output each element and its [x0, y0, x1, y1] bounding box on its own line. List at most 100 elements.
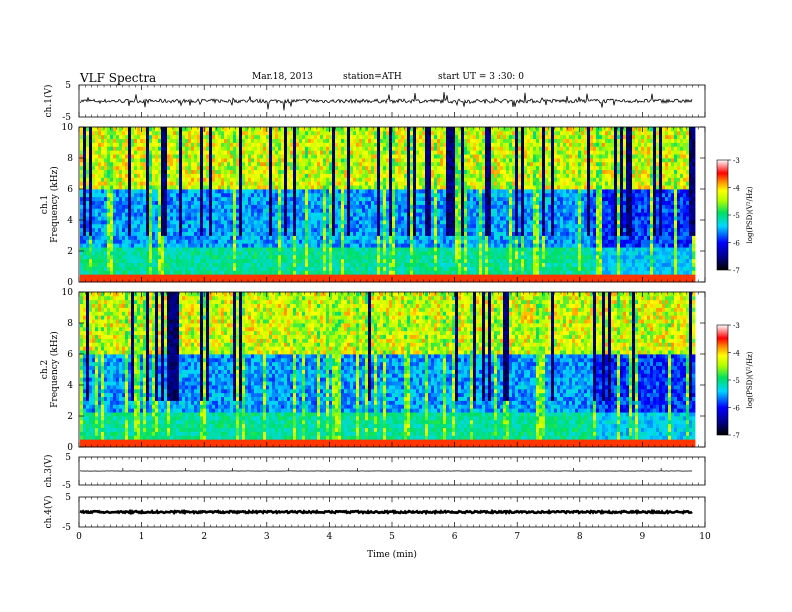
spectrogram-cell [95, 130, 99, 136]
spectrogram-cell [398, 231, 402, 236]
spectrogram-cell [95, 208, 99, 213]
spectrogram-cell [161, 262, 165, 267]
spectrogram-cell [389, 150, 393, 155]
spectrogram-cell [197, 142, 201, 147]
spectrogram-cell [83, 254, 87, 260]
spectrogram-cell [95, 258, 99, 264]
spectrogram-cell [122, 173, 126, 178]
spectrogram-cell [428, 161, 432, 167]
spectrogram-cell [92, 189, 96, 194]
spectrogram-cell [359, 192, 363, 198]
spectrogram-cell [302, 127, 306, 132]
spectrogram-cell [218, 158, 222, 163]
spectrogram-cell [134, 127, 138, 132]
spectrogram-cell [359, 227, 363, 233]
spectrogram-cell [347, 278, 351, 283]
spectrogram-cell [95, 134, 99, 140]
spectrogram-cell [341, 270, 345, 275]
spectrogram-cell [110, 247, 114, 252]
spectrogram-cell [392, 262, 396, 267]
spectrogram-cell [299, 266, 303, 271]
spectrogram-cell [260, 212, 264, 217]
spectrogram-cell [401, 158, 405, 163]
spectrogram-cell [242, 208, 246, 213]
spectrogram-cell [284, 130, 288, 136]
spectrogram-cell [257, 200, 261, 205]
spectrogram-cell [230, 216, 234, 221]
spectrogram-cell [134, 208, 138, 213]
spectrogram-cell [248, 127, 252, 132]
spectrogram-cell [224, 266, 228, 271]
spectrogram-cell [152, 142, 156, 147]
spectrogram-cell [146, 251, 150, 256]
spectrogram-cell [134, 216, 138, 221]
spectrogram-cell [377, 146, 381, 151]
spectrogram-cell [134, 278, 138, 283]
spectrogram-cell [371, 158, 375, 163]
spectrogram-cell [263, 161, 267, 167]
spectrogram-cell [191, 204, 195, 209]
spectrogram-cell [191, 185, 195, 190]
spectrogram-cell [215, 223, 219, 229]
spectrogram-cell [131, 134, 135, 140]
spectrogram-cell [332, 216, 336, 221]
spectrogram-cell [293, 142, 297, 147]
spectrogram-cell [98, 146, 102, 151]
spectrogram-cell [128, 177, 132, 182]
spectrogram-cell [149, 274, 153, 279]
spectrogram-cell [416, 189, 420, 194]
spectrogram-cell [260, 204, 264, 209]
spectrogram-cell [233, 173, 237, 178]
spectrogram-cell [365, 227, 369, 233]
spectrogram-cell [140, 177, 144, 182]
spectrogram-cell [236, 235, 240, 240]
spectrogram-cell [428, 200, 432, 205]
spectrogram-cell [368, 177, 372, 182]
spectrogram-cell [146, 165, 150, 171]
spectrogram-cell [308, 231, 312, 236]
spectrogram-cell [128, 212, 132, 217]
spectrogram-cell [212, 127, 216, 132]
spectrogram-cell [128, 208, 132, 213]
spectrogram-cell [212, 200, 216, 205]
spectrogram-cell [263, 158, 267, 163]
spectrogram-cell [230, 212, 234, 217]
spectrogram-cell [98, 204, 102, 209]
spectrogram-cell [158, 200, 162, 205]
spectrogram-cell [155, 169, 159, 174]
spectrogram-cell [203, 212, 207, 217]
spectrogram-cell [338, 138, 342, 143]
spectrogram-cell [200, 127, 204, 132]
spectrogram-cell [188, 158, 192, 163]
spectrogram-cell [419, 274, 423, 279]
spectrogram-cell [128, 200, 132, 205]
spectrogram-cell [368, 200, 372, 205]
spectrogram-cell [254, 231, 258, 236]
spectrogram-cell [251, 138, 255, 143]
spectrogram-cell [290, 154, 294, 159]
spectrogram-cell [368, 216, 372, 221]
spectrogram-cell [116, 258, 120, 264]
spectrogram-cell [83, 216, 87, 221]
spectrogram-cell [410, 127, 414, 132]
spectrogram-cell [362, 223, 366, 229]
spectrogram-cell [182, 185, 186, 190]
spectrogram-cell [401, 212, 405, 217]
spectrogram-cell [167, 130, 171, 136]
spectrogram-cell [410, 200, 414, 205]
spectrogram-cell [302, 258, 306, 264]
spectrogram-cell [425, 142, 429, 147]
spectrogram-cell [143, 127, 147, 132]
spectrogram-cell [86, 169, 90, 174]
spectrogram-cell [353, 247, 357, 252]
spectrogram-cell [188, 204, 192, 209]
spectrogram-cell [395, 239, 399, 244]
spectrogram-cell [86, 220, 90, 225]
spectrogram-cell [437, 227, 441, 233]
spectrogram-cell [356, 196, 360, 202]
spectrogram-cell [416, 130, 420, 136]
spectrogram-cell [293, 200, 297, 205]
spectrogram-cell [371, 216, 375, 221]
spectrogram-cell [80, 192, 84, 198]
spectrogram-cell [398, 227, 402, 233]
